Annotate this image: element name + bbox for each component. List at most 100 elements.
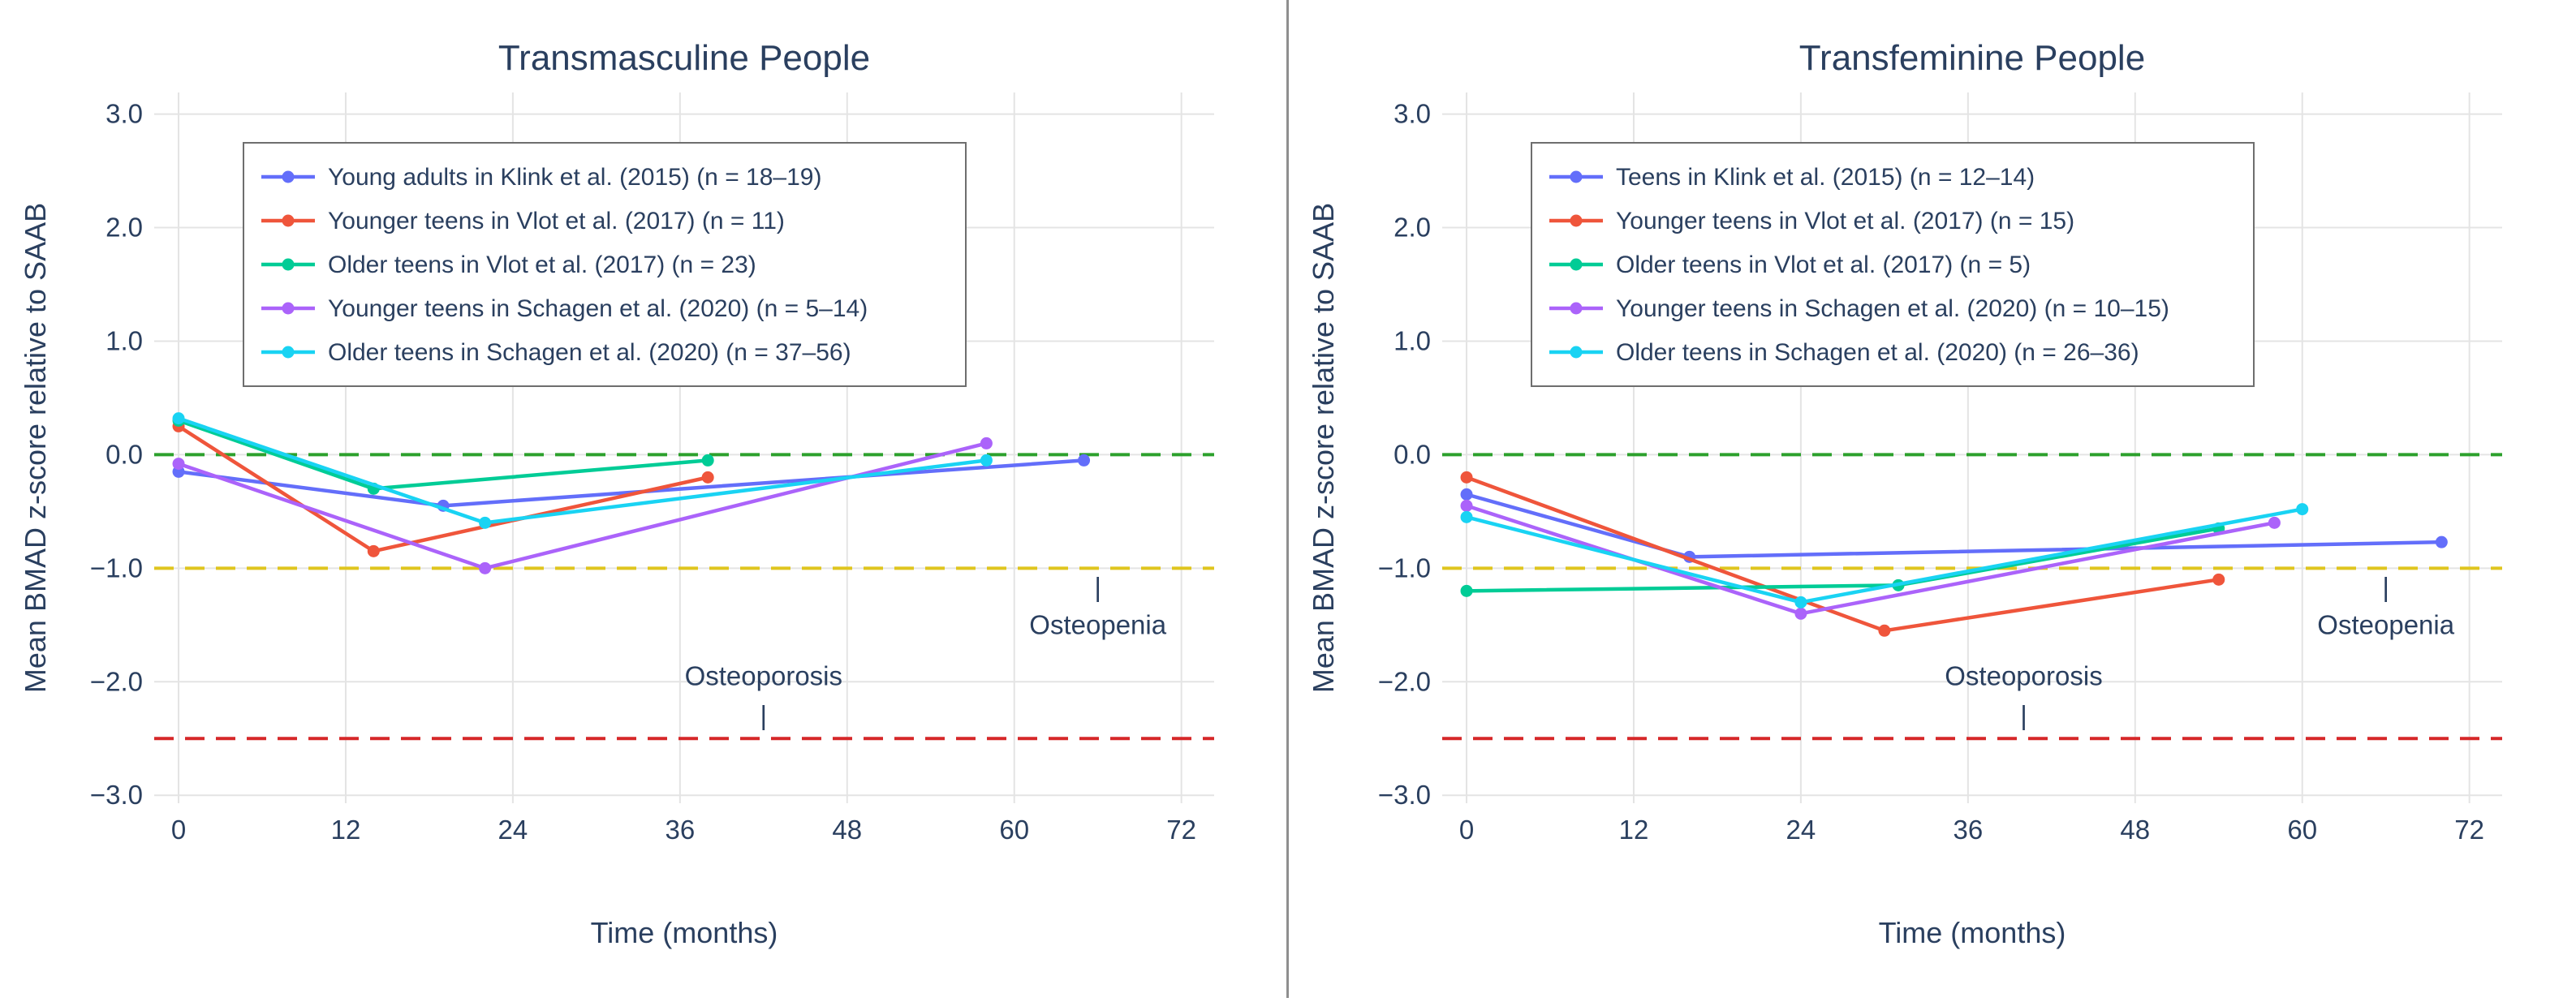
x-axis-title: Time (months) <box>1879 916 2066 949</box>
y-tick-label: −1.0 <box>1378 553 1431 583</box>
series-marker-4 <box>172 412 185 425</box>
legend-swatch-marker <box>1570 258 1583 271</box>
legend-entry-3[interactable]: Younger teens in Schagen et al. (2020) (… <box>261 295 868 322</box>
legend-entry-3[interactable]: Younger teens in Schagen et al. (2020) (… <box>1549 295 2169 322</box>
legend-swatch-marker <box>282 346 295 359</box>
legend-swatch-marker <box>1570 302 1583 315</box>
x-tick-label: 12 <box>331 815 361 845</box>
x-tick-label: 48 <box>832 815 862 845</box>
series-marker-0 <box>1078 454 1091 467</box>
chart-title: Transmasculine People <box>498 38 870 78</box>
y-tick-label: 0.0 <box>106 439 143 469</box>
series-marker-0 <box>1460 488 1473 501</box>
chart-transfeminine: Osteoporosis | Osteopenia | −3.0 −2.0 −1.0 0.0 1… <box>1288 0 2576 998</box>
legend-label: Teens in Klink et al. (2015) (n = 12–14) <box>1616 164 2035 191</box>
line-chart-svg: Osteoporosis | Osteopenia | −3.0 −2.0 −1.0 0.0 1… <box>19 38 1214 949</box>
annotation-text: | <box>2020 700 2027 730</box>
x-tick-label: 24 <box>498 815 528 845</box>
panel-divider <box>1286 0 1289 998</box>
series-marker-1 <box>367 544 380 557</box>
chart-title: Transfeminine People <box>1799 38 2145 78</box>
x-axis-title: Time (months) <box>591 916 778 949</box>
series-line-0 <box>1466 492 2442 559</box>
series-marker-1 <box>1878 624 1891 637</box>
legend-swatch-marker <box>1570 346 1583 359</box>
legend-entry-2[interactable]: Older teens in Vlot et al. (2017) (n = 5… <box>1549 252 2031 278</box>
x-tick-label: 24 <box>1786 815 1816 845</box>
x-tick-label: 72 <box>1166 815 1196 845</box>
annotation-text: | <box>2382 572 2389 602</box>
series-marker-4 <box>1460 510 1473 523</box>
legend-label: Younger teens in Vlot et al. (2017) (n =… <box>1616 208 2074 234</box>
series-marker-1 <box>2212 573 2225 586</box>
y-tick-label: 1.0 <box>106 325 143 355</box>
annotation-text: | <box>760 700 768 730</box>
chart-transmasculine: Osteoporosis | Osteopenia | −3.0 −2.0 −1.0 0.0 1… <box>0 0 1288 998</box>
y-tick-label: 2.0 <box>1394 213 1431 243</box>
legend-box <box>243 142 967 387</box>
y-tick-label: −3.0 <box>90 780 143 810</box>
series-marker-2 <box>701 454 714 467</box>
legend-swatch-marker <box>282 302 295 315</box>
x-tick-label: 60 <box>999 815 1029 845</box>
legend-entry-0[interactable]: Teens in Klink et al. (2015) (n = 12–14) <box>1549 164 2035 191</box>
series-marker-1 <box>701 471 714 484</box>
legend-entry-4[interactable]: Older teens in Schagen et al. (2020) (n … <box>261 339 851 366</box>
legend-label: Older teens in Vlot et al. (2017) (n = 5… <box>1616 252 2031 278</box>
legend-label: Young adults in Klink et al. (2015) (n =… <box>328 164 821 191</box>
legend-label: Younger teens in Schagen et al. (2020) (… <box>328 295 868 322</box>
series-marker-1 <box>1460 471 1473 484</box>
series-marker-4 <box>1794 596 1807 609</box>
series-marker-4 <box>479 516 492 529</box>
y-tick-label: −2.0 <box>1378 666 1431 696</box>
y-tick-label: 0.0 <box>1394 439 1431 469</box>
annotation-text: | <box>1094 572 1101 602</box>
x-tick-label: 36 <box>665 815 695 845</box>
legend-label: Younger teens in Vlot et al. (2017) (n =… <box>328 208 785 234</box>
x-tick-label: 72 <box>2454 815 2484 845</box>
legend-entry-1[interactable]: Younger teens in Vlot et al. (2017) (n =… <box>261 208 785 234</box>
x-tick-label: 48 <box>2120 815 2150 845</box>
legend-entry-4[interactable]: Older teens in Schagen et al. (2020) (n … <box>1549 339 2139 366</box>
y-axis-title: Mean BMAD z-score relative to SAAB <box>1307 203 1340 693</box>
series-marker-3 <box>1460 499 1473 512</box>
series-marker-2 <box>1460 584 1473 597</box>
series-marker-4 <box>2296 503 2309 516</box>
y-tick-label: −2.0 <box>90 666 143 696</box>
legend-swatch-marker <box>282 214 295 227</box>
series-marker-0 <box>2435 535 2448 548</box>
y-tick-label: 2.0 <box>106 213 143 243</box>
legend-swatch-marker <box>1570 170 1583 183</box>
y-tick-label: 1.0 <box>1394 325 1431 355</box>
series-marker-3 <box>479 561 492 574</box>
legend-swatch-marker <box>282 170 295 183</box>
x-tick-label: 0 <box>171 815 186 845</box>
y-tick-label: 3.0 <box>1394 99 1431 129</box>
annotation-text: Osteopenia <box>2317 609 2454 639</box>
legend-entry-1[interactable]: Younger teens in Vlot et al. (2017) (n =… <box>1549 208 2074 234</box>
legend-label: Older teens in Schagen et al. (2020) (n … <box>1616 339 2139 366</box>
x-tick-label: 60 <box>2287 815 2317 845</box>
y-tick-label: −1.0 <box>90 553 143 583</box>
legend-label: Older teens in Schagen et al. (2020) (n … <box>328 339 851 366</box>
annotation-text: Osteoporosis <box>685 660 842 690</box>
legend-entry-0[interactable]: Young adults in Klink et al. (2015) (n =… <box>261 164 821 191</box>
line-chart-svg: Osteoporosis | Osteopenia | −3.0 −2.0 −1.0 0.0 1… <box>1307 38 2502 949</box>
legend-label: Older teens in Vlot et al. (2017) (n = 2… <box>328 252 756 278</box>
series-marker-3 <box>2268 516 2281 529</box>
x-tick-label: 12 <box>1619 815 1649 845</box>
y-tick-label: 3.0 <box>106 99 143 129</box>
legend-swatch-marker <box>282 258 295 271</box>
legend-swatch-marker <box>1570 214 1583 227</box>
y-tick-label: −3.0 <box>1378 780 1431 810</box>
series-marker-4 <box>980 454 993 467</box>
series-marker-3 <box>172 458 185 471</box>
series-marker-3 <box>1794 607 1807 620</box>
y-axis-title: Mean BMAD z-score relative to SAAB <box>19 203 52 693</box>
legend-label: Younger teens in Schagen et al. (2020) (… <box>1616 295 2169 322</box>
annotation-text: Osteopenia <box>1029 609 1166 639</box>
series-line-2 <box>1467 527 2220 593</box>
legend-box <box>1531 142 2255 387</box>
legend-entry-2[interactable]: Older teens in Vlot et al. (2017) (n = 2… <box>261 252 756 278</box>
